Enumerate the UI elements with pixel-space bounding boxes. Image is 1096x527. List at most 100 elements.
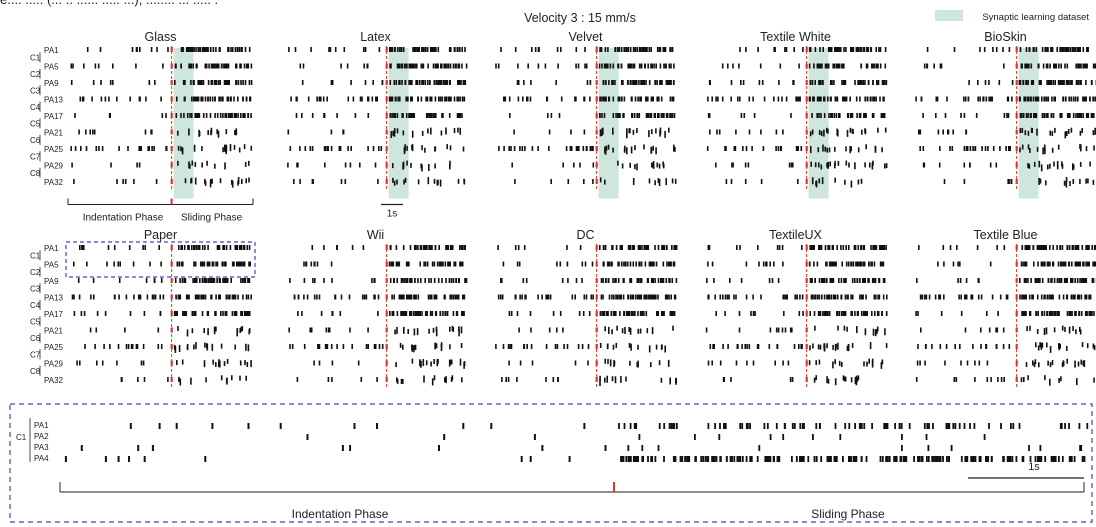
spike [501,377,503,382]
raster-panel: DC [495,228,678,389]
spike [162,63,164,69]
spike [431,47,433,52]
spike [1085,96,1087,102]
spike [550,179,552,184]
spike [246,245,249,250]
spike [1024,63,1026,69]
spike [156,47,158,52]
spike [611,80,613,85]
spike [1047,96,1050,102]
spike [636,113,638,118]
spike [210,294,213,300]
spike [1051,96,1053,102]
spike [138,294,140,300]
spike [150,47,153,52]
spike [403,294,405,300]
spike [1066,80,1069,85]
spike [966,456,969,462]
spike [829,161,831,167]
spike [875,294,877,300]
spike [639,328,642,334]
spike [397,47,399,52]
spike [424,278,426,283]
spike [232,294,235,300]
spike [835,96,837,102]
spike [201,245,204,250]
spike [619,113,621,118]
spike [631,311,634,316]
spike [1085,178,1087,184]
spike [862,294,864,300]
spike [844,311,847,316]
spike [829,456,832,462]
spike [422,245,425,250]
spike [818,311,820,316]
spike [584,47,586,52]
spike [979,456,982,462]
spike [522,278,525,283]
spike [836,96,839,102]
spike [819,47,821,52]
spike [176,360,178,366]
spike [1075,113,1077,118]
spike [751,146,753,151]
spike [637,245,640,250]
raster-panel: Glass [70,30,253,199]
spike [438,445,440,451]
spike [437,278,440,283]
spike [193,144,196,152]
spike [663,245,666,250]
spike [403,63,406,69]
spike [845,146,847,152]
spike [871,311,873,316]
spike [430,278,432,283]
spike [936,96,939,102]
spike [430,96,433,102]
spike [1060,63,1062,69]
spike [1085,80,1087,85]
spike [844,96,847,102]
spike [206,343,208,349]
spike [183,245,186,250]
channel-label: PA1 [44,244,59,253]
spike [137,377,139,382]
spike [870,261,872,267]
spike [428,278,430,283]
spike [852,261,855,267]
spike [859,261,862,267]
spike [151,146,153,151]
spike [313,360,315,366]
spike [617,278,620,283]
spike [143,456,146,462]
spike [293,294,296,300]
spike [985,96,988,102]
spike [1049,362,1052,368]
spike [197,113,199,118]
spike [830,80,833,85]
spike [1073,456,1076,462]
spike [422,359,425,367]
spike [1058,63,1060,69]
spike [586,80,589,85]
spike [1073,47,1076,52]
spike [1029,147,1031,153]
spike [1065,177,1068,183]
spike [845,261,848,267]
spike [130,344,133,349]
spike [826,311,829,316]
spike [665,178,667,186]
spike [673,63,675,69]
spike [396,311,399,316]
spike [194,96,197,102]
spike [708,245,711,250]
spike [603,311,606,316]
spike [174,80,176,85]
spike [1022,80,1024,85]
spike [392,177,394,183]
spike [845,160,848,166]
spike [416,47,418,52]
spike [842,311,844,316]
spike [688,456,691,462]
spike [422,80,425,85]
spike [777,278,780,283]
